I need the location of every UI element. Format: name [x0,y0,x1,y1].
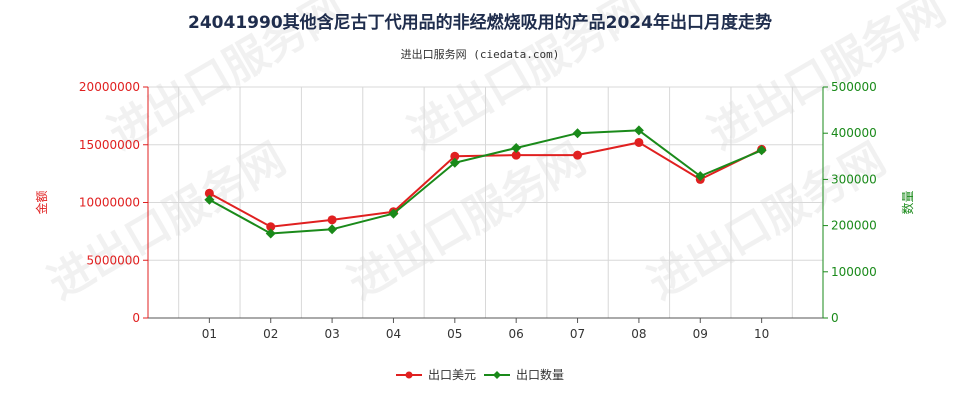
x-tick-label: 05 [447,327,462,341]
series-point-2[interactable] [388,208,399,219]
series-point-1[interactable] [634,137,644,147]
x-tick-label: 07 [570,327,585,341]
legend-item-2[interactable]: 出口数量 [484,367,564,382]
series-point-2[interactable] [511,142,522,153]
legend: 出口美元 出口数量 [396,367,564,382]
series-point-1[interactable] [204,188,214,198]
y-axis-right-title: 数量 [900,190,915,214]
series-point-2[interactable] [756,145,767,156]
x-tick-label: 09 [693,327,708,341]
chart-subtitle: 进出口服务网 (ciedata.com) [401,47,560,61]
y-right-tick-label: 0 [831,311,839,325]
legend-swatch-marker [405,371,413,379]
y-left-tick-label: 10000000 [79,196,140,210]
y-right-tick-label: 200000 [831,219,877,233]
y-right-tick-label: 100000 [831,265,877,279]
x-tick-label: 08 [631,327,646,341]
x-tick-label: 04 [386,327,401,341]
series-point-1[interactable] [266,222,276,232]
series-point-2[interactable] [695,171,706,182]
x-tick-label: 02 [263,327,278,341]
y-right-tick-label: 400000 [831,126,877,140]
y-left-tick-label: 0 [132,311,140,325]
series-point-2[interactable] [265,228,276,239]
series-point-2[interactable] [204,194,215,205]
legend-item-1[interactable]: 出口美元 [396,368,476,382]
x-tick-label: 03 [324,327,339,341]
x-tick-label: 01 [202,327,217,341]
legend-swatch-marker [493,371,501,379]
series-point-1[interactable] [327,215,337,225]
series-point-1[interactable] [511,150,521,160]
axes-layer: 0 5000000 10000000 15000000 20000000 0 100000 2… [79,80,877,341]
series-point-2[interactable] [633,125,644,136]
series-line-2 [208,129,763,235]
y-axis-left-title: 金额 [34,190,49,214]
x-tick-label: 10 [754,327,769,341]
series-layer [204,125,767,239]
series-point-2[interactable] [572,128,583,139]
y-left-tick-label: 15000000 [79,138,140,152]
x-tick-label: 06 [509,327,524,341]
series-point-2[interactable] [327,224,338,235]
y-left-tick-label: 5000000 [87,253,140,267]
y-left-tick-label: 20000000 [79,80,140,94]
series-point-2[interactable] [449,157,460,168]
legend-label: 出口美元 [428,368,476,382]
series-point-1[interactable] [573,150,583,160]
series-point-1[interactable] [450,151,460,161]
y-right-tick-label: 500000 [831,80,877,94]
watermark-text: 进出口服务网 [40,133,294,309]
chart-title: 24041990其他含尼古丁代用品的非经燃烧吸用的产品2024年出口月度走势 [188,12,772,33]
legend-label: 出口数量 [516,367,564,382]
y-right-tick-label: 300000 [831,172,877,186]
